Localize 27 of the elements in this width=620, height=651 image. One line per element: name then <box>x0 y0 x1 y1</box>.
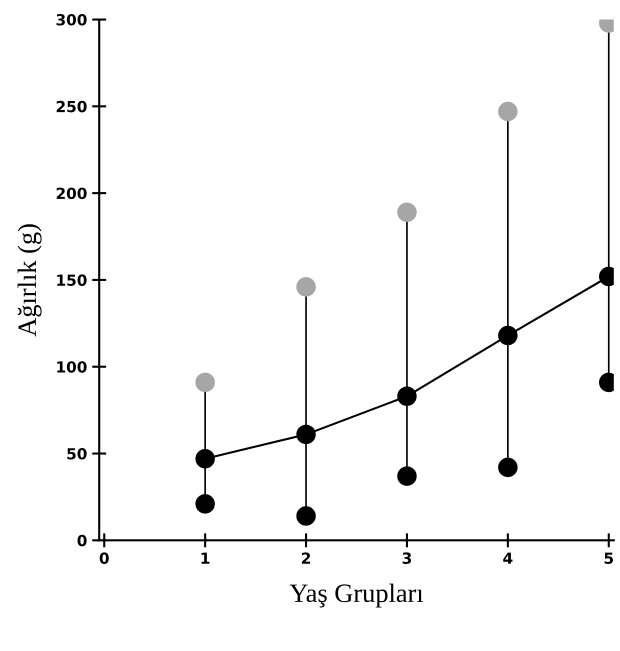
y-tick-label: 200 <box>56 188 87 200</box>
x-tick-label: 0 <box>100 552 109 564</box>
point <box>195 494 215 514</box>
x-tick-label: 4 <box>503 552 512 564</box>
point <box>296 424 316 444</box>
x-axis-title: Yaş Grupları <box>290 584 424 608</box>
point <box>296 277 316 297</box>
y-tick-label: 100 <box>57 361 87 373</box>
x-tick-label: 3 <box>402 552 412 564</box>
point <box>195 372 215 392</box>
x-tick-label: 2 <box>302 552 310 564</box>
point <box>397 466 417 486</box>
y-axis-title: Ağırlık (g) <box>18 224 42 336</box>
point <box>498 102 518 122</box>
point <box>498 326 518 346</box>
y-tick-label: 300 <box>56 14 87 26</box>
point <box>296 506 316 526</box>
y-tick-label: 0 <box>77 534 87 546</box>
point <box>498 458 518 478</box>
point <box>397 386 417 406</box>
point <box>195 449 215 468</box>
y-tick-label: 250 <box>56 100 87 112</box>
y-tick-label: 150 <box>57 274 87 286</box>
y-tick-label: 50 <box>67 448 87 460</box>
x-tick-label: 5 <box>604 552 614 564</box>
x-tick-label: 1 <box>202 552 210 564</box>
point <box>397 202 417 222</box>
